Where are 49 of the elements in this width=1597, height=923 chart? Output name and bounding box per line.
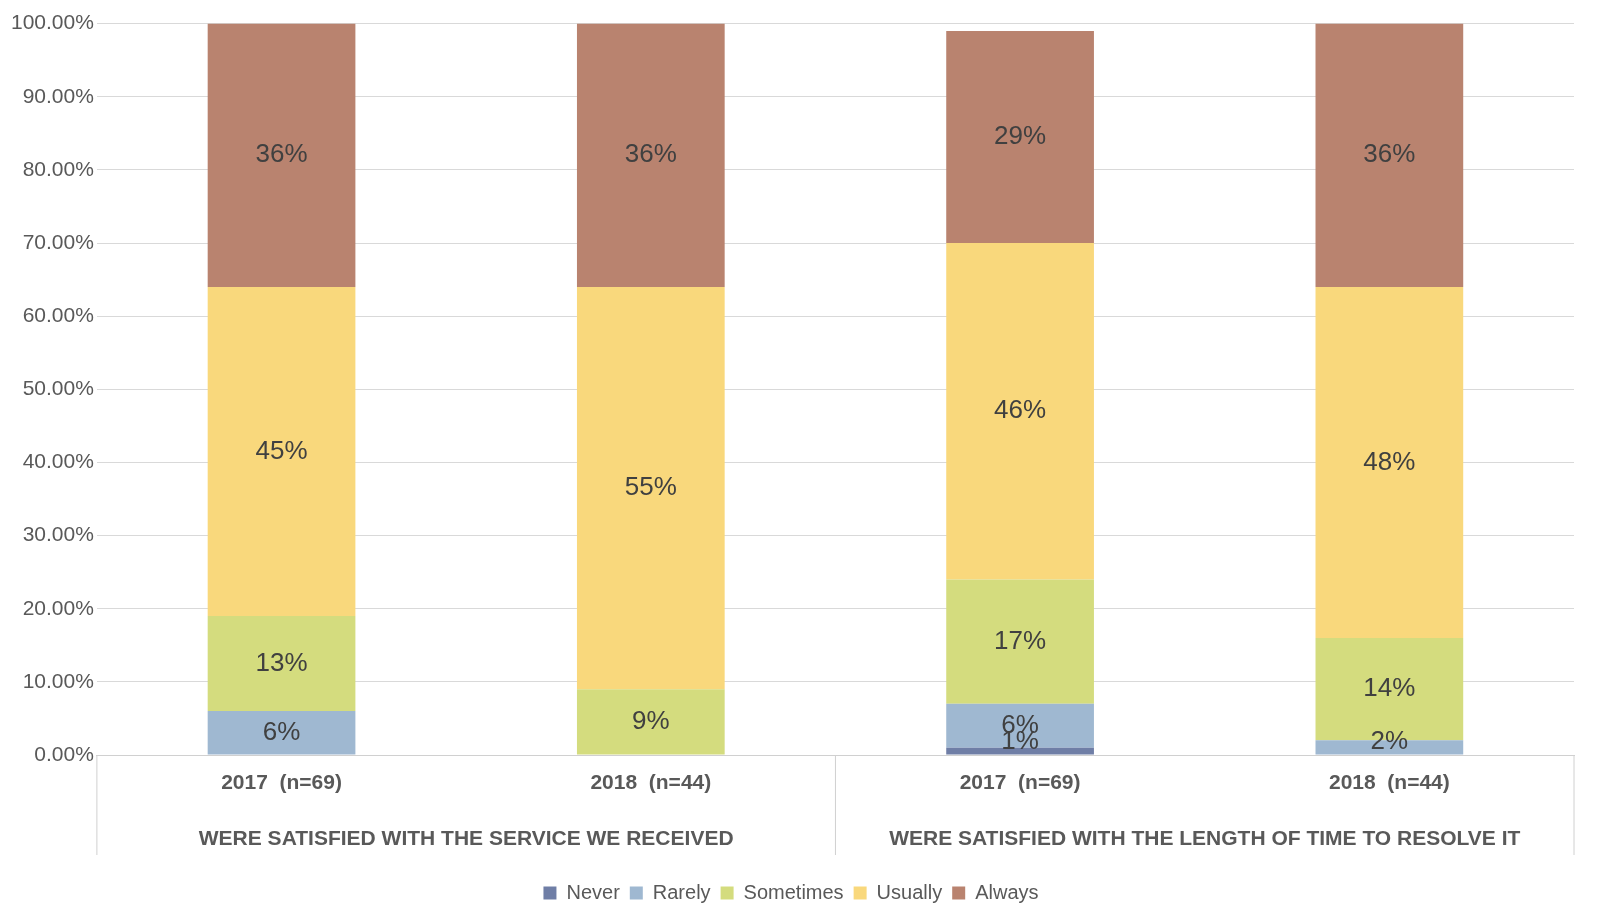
data-label: 55% — [624, 471, 677, 502]
data-label: 36% — [1363, 138, 1416, 169]
bar — [946, 703, 1094, 748]
y-tick-label: 20.00% — [22, 595, 94, 619]
legend-label: Never — [566, 880, 621, 903]
legend-label: Always — [975, 880, 1039, 903]
bar — [1315, 286, 1464, 638]
data-label: 46% — [994, 394, 1047, 425]
bar — [207, 616, 356, 712]
x-tick-label: 2018 (n=44) — [1328, 770, 1450, 794]
y-tick-label: 60.00% — [22, 302, 94, 326]
legend-label: Usually — [876, 880, 943, 903]
y-tick-label: 80.00% — [22, 156, 94, 180]
y-tick-label: 30.00% — [22, 522, 94, 546]
y-tick-label: 50.00% — [22, 376, 94, 400]
bar — [576, 286, 725, 690]
x-tick-label: 2018 (n=44) — [590, 770, 712, 794]
data-label: 45% — [255, 434, 308, 465]
data-label: 17% — [994, 624, 1047, 655]
y-tick-label: 100.00% — [11, 10, 94, 34]
data-label: 6% — [262, 715, 301, 746]
y-tick-label: 90.00% — [22, 83, 94, 107]
legend-label: Sometimes — [743, 880, 844, 903]
text: WERE SATISFIED WITH THE LENGTH OF TIME TO RESOLVE IT — [889, 825, 1521, 849]
bar — [1315, 23, 1464, 287]
x-tick-label: 2017 (n=69) — [959, 770, 1081, 794]
bar — [946, 579, 1094, 704]
data-label: 9% — [632, 705, 670, 736]
text: WERE SATISFIED WITH THE SERVICE WE RECEIVED — [198, 825, 734, 849]
x-tick-label: 2017 (n=69) — [221, 770, 342, 794]
legend-label: Rarely — [652, 880, 711, 903]
bar — [946, 243, 1094, 580]
bar — [946, 30, 1094, 244]
bar — [576, 23, 725, 287]
data-label: 29% — [994, 120, 1047, 151]
bar — [946, 747, 1094, 755]
y-tick-label: 0.00% — [34, 741, 94, 765]
bar — [576, 689, 725, 755]
y-tick-label: 70.00% — [22, 229, 94, 253]
bar — [207, 23, 356, 287]
data-label: 14% — [1363, 672, 1416, 703]
data-label: 48% — [1363, 445, 1416, 476]
y-tick-label: 40.00% — [22, 449, 94, 473]
bar — [207, 286, 356, 617]
data-label: 36% — [255, 138, 308, 169]
y-tick-label: 10.00% — [22, 668, 94, 692]
data-label: 36% — [624, 138, 677, 169]
data-label: 13% — [255, 646, 308, 677]
bar — [207, 711, 356, 755]
